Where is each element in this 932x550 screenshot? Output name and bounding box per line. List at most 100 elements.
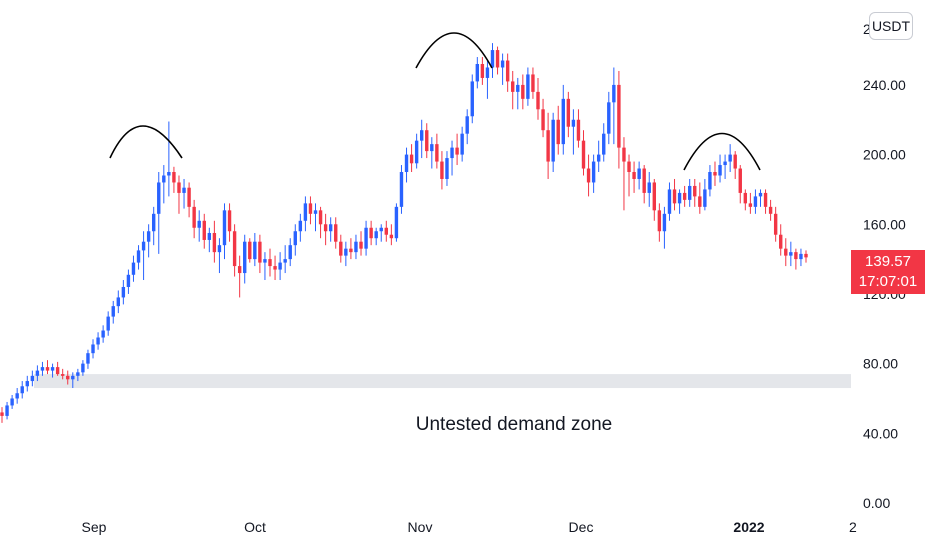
candle-body: [344, 248, 348, 256]
candle: [455, 133, 459, 166]
candle-body: [222, 210, 227, 246]
candle: [308, 196, 313, 225]
currency-badge[interactable]: USDT: [869, 12, 913, 40]
candle: [293, 224, 297, 256]
candle: [202, 213, 206, 249]
candle: [60, 368, 65, 380]
candle-body: [243, 241, 247, 274]
x-tick-label: Sep: [82, 519, 107, 535]
candle-body: [763, 192, 768, 207]
candle: [652, 178, 657, 221]
candle-body: [313, 210, 318, 214]
top-arc-1: [109, 125, 183, 159]
candle-body: [227, 210, 232, 232]
candle-body: [419, 130, 424, 141]
candle-body: [440, 161, 444, 179]
candle: [465, 109, 469, 145]
candle-body: [637, 168, 641, 179]
y-tick-label: 240.00: [863, 77, 906, 93]
candle-body: [197, 220, 201, 228]
candle: [384, 220, 389, 242]
candle: [318, 206, 323, 239]
candle-body: [162, 175, 166, 183]
candle-body: [773, 213, 778, 235]
candle-body: [495, 50, 500, 68]
candle-body: [288, 245, 292, 260]
candle: [561, 84, 565, 155]
x-tick-label: 2022: [733, 519, 764, 535]
candle: [556, 105, 560, 155]
candle-body: [647, 182, 651, 193]
candle-body: [657, 210, 662, 232]
candle: [131, 255, 136, 282]
candle-body: [303, 203, 308, 221]
candle-body: [0, 412, 4, 416]
candle: [531, 67, 535, 99]
y-tick-label: 200.00: [863, 147, 906, 163]
candle-body: [622, 147, 626, 162]
candle-body: [318, 210, 323, 225]
candle: [389, 224, 394, 246]
candle-body: [278, 262, 282, 270]
candle-body: [602, 133, 606, 155]
candle: [96, 332, 100, 350]
candle: [723, 154, 727, 179]
candle: [212, 220, 217, 263]
candle: [480, 57, 485, 85]
candle-body: [642, 168, 646, 193]
candle-body: [5, 405, 9, 416]
y-tick-label: 80.00: [863, 356, 898, 372]
candle: [157, 172, 161, 254]
candle-body: [308, 203, 313, 214]
candle-body: [713, 172, 717, 176]
candle: [500, 53, 505, 85]
candle: [359, 231, 363, 256]
candle-body: [399, 172, 404, 207]
candle-body: [612, 84, 616, 103]
candle-body: [283, 259, 287, 263]
candle: [495, 46, 500, 75]
candle: [248, 238, 252, 263]
candle: [227, 203, 232, 242]
candle-body: [86, 353, 90, 364]
candle-body: [248, 241, 252, 260]
candle-body: [485, 67, 490, 78]
candle-body: [20, 386, 24, 394]
candle-body: [708, 172, 712, 190]
candle: [136, 245, 141, 270]
candle-body: [167, 172, 171, 176]
candle-body: [334, 224, 338, 242]
candle-body: [237, 266, 242, 274]
candle-body: [212, 232, 217, 253]
x-tick-label: Nov: [408, 519, 433, 535]
candle-body: [779, 234, 783, 249]
candle-body: [232, 231, 237, 267]
candle: [526, 67, 530, 106]
candle: [323, 213, 328, 246]
candle-body: [121, 286, 126, 298]
candle: [622, 137, 626, 211]
candle: [581, 130, 586, 176]
candle: [445, 151, 449, 186]
candle-body: [758, 192, 763, 197]
x-tick-label: Dec: [569, 519, 594, 535]
candle-body: [359, 241, 363, 249]
candle-body: [789, 252, 793, 256]
candle-body: [111, 306, 115, 317]
candle-body: [500, 60, 505, 68]
candle-body: [172, 172, 176, 183]
candle: [151, 206, 156, 246]
candle: [40, 361, 45, 376]
demand-zone-band: [34, 374, 851, 389]
candle-body: [268, 259, 272, 267]
candle: [71, 372, 75, 389]
candle: [784, 238, 788, 267]
candle-body: [480, 64, 485, 78]
candle: [450, 140, 454, 176]
candle: [232, 224, 237, 277]
candle: [182, 178, 186, 209]
candle-body: [40, 367, 45, 371]
candle: [541, 98, 545, 138]
